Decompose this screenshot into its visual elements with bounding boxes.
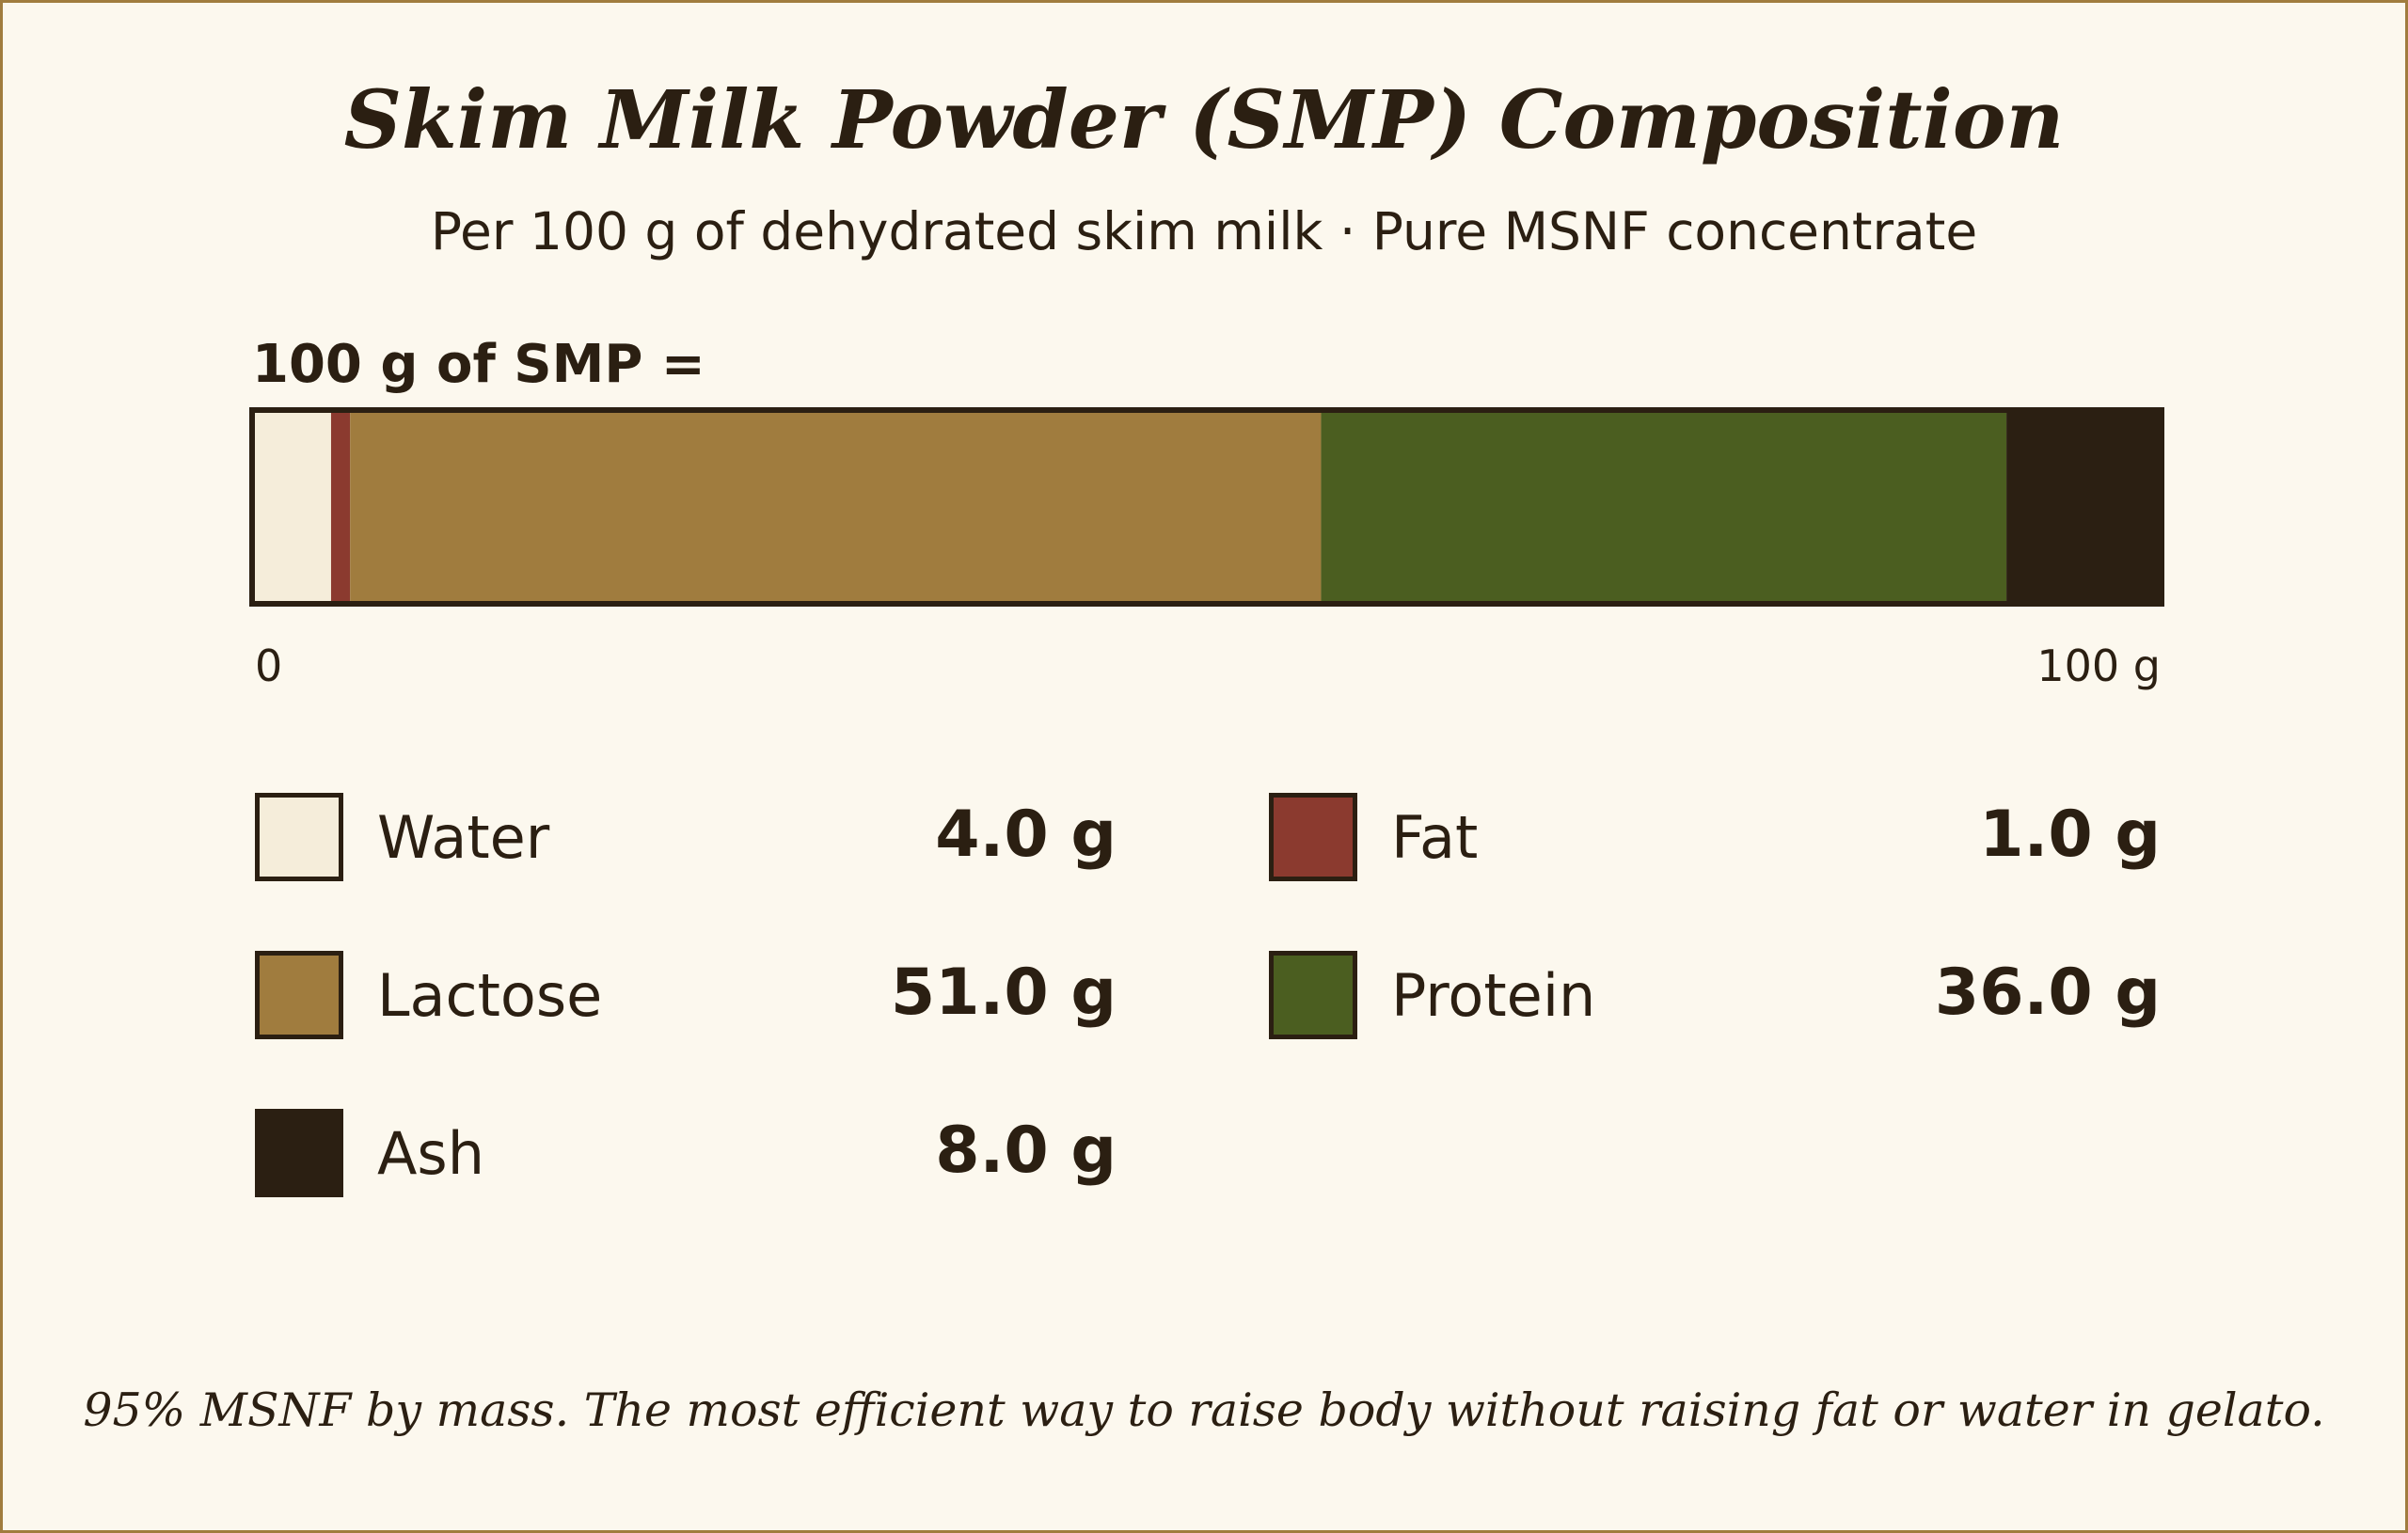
legend-label-lactose: Lactose [377,961,603,1030]
legend-label-fat: Fat [1391,803,1479,872]
legend-value-fat: 1.0 g [1979,798,2161,872]
legend-item-fat: Fat 1.0 g [1269,793,2161,881]
stacked-bar [249,407,2164,607]
legend-value-lactose: 51.0 g [890,956,1117,1030]
legend-label-ash: Ash [377,1119,485,1188]
footnote: 95% MSNF by mass. The most efficient way… [83,1383,2325,1437]
bar-segment-ash [2006,413,2159,605]
legend-item-protein: Protein 36.0 g [1269,951,2161,1039]
bar-segment-protein [1321,413,2007,605]
legend-item-ash: Ash 8.0 g [255,1109,1117,1197]
legend-swatch-ash [255,1109,343,1197]
bar-outline [249,407,2164,607]
legend-swatch-protein [1269,951,1357,1039]
legend-swatch-water [255,793,343,881]
legend-value-protein: 36.0 g [1934,956,2161,1030]
bar-segments [255,413,2159,605]
chart-subtitle: Per 100 g of dehydrated skim milk · Pure… [430,201,1978,261]
bar-segment-water [255,413,331,605]
legend-swatch-lactose [255,951,343,1039]
bar-segment-fat [330,413,351,605]
legend-label-protein: Protein [1391,961,1596,1030]
legend-label-water: Water [377,803,550,872]
legend-value-water: 4.0 g [935,798,1117,872]
x-tick-end: 100 g [2036,640,2161,691]
chart-title: Skim Milk Powder (SMP) Composition [343,73,2065,167]
legend-value-ash: 8.0 g [935,1114,1117,1188]
bar-segment-lactose [350,413,1322,605]
bar-label: 100 g of SMP = [252,334,705,395]
legend-item-water: Water 4.0 g [255,793,1117,881]
legend-item-lactose: Lactose 51.0 g [255,951,1117,1039]
legend-swatch-fat [1269,793,1357,881]
x-tick-start: 0 [255,640,283,691]
